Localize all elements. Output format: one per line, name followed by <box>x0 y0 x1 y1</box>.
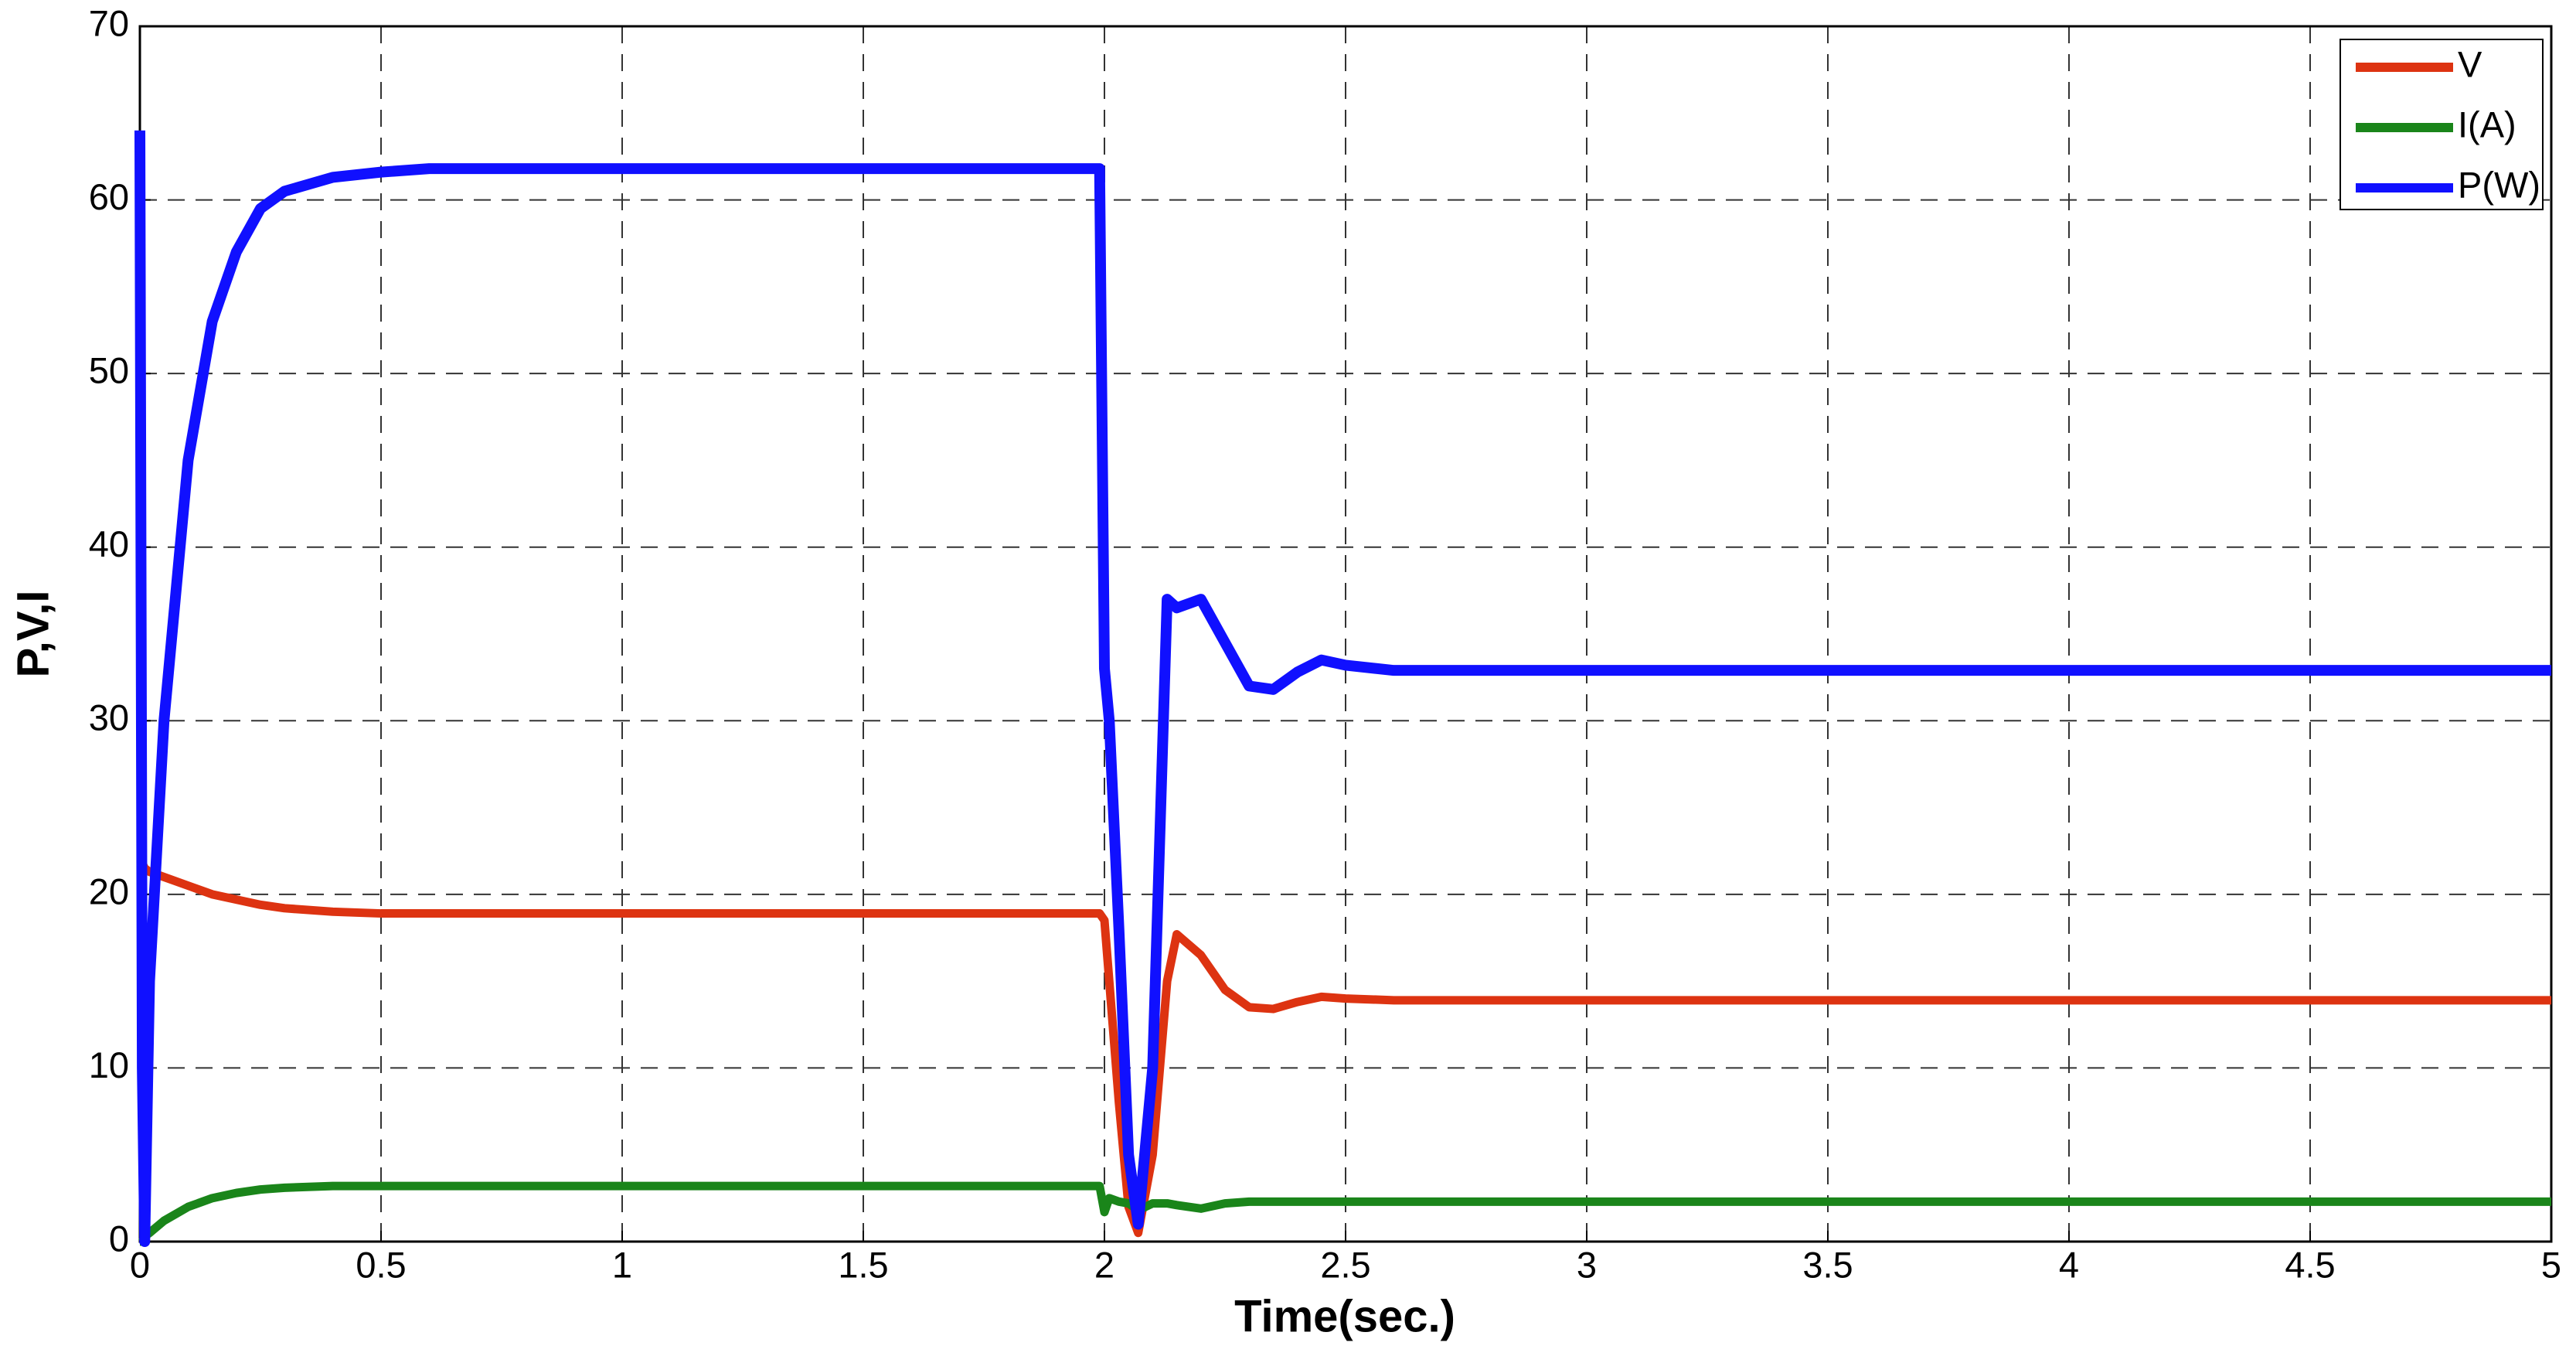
y-axis-title: P,V,I <box>8 591 58 678</box>
y-tick-label: 30 <box>89 697 129 738</box>
y-tick-label: 40 <box>89 523 129 564</box>
y-tick-label: 50 <box>89 350 129 391</box>
series-line <box>136 857 2551 1238</box>
y-tick-label: 20 <box>89 870 129 911</box>
series-line <box>138 1181 2551 1246</box>
x-tick-label: 1 <box>612 1244 632 1285</box>
x-tick-label: 1.5 <box>838 1244 888 1285</box>
x-tick-label: 3.5 <box>1802 1244 1853 1285</box>
x-tick-label: 4 <box>2059 1244 2079 1285</box>
x-tick-label: 3 <box>1577 1244 1597 1285</box>
x-tick-label: 2 <box>1094 1244 1114 1285</box>
y-tick-label: 70 <box>89 2 129 43</box>
x-axis-title: Time(sec.) <box>1234 1291 1455 1341</box>
y-tick-label: 60 <box>89 176 129 217</box>
x-tick-label: 0.5 <box>356 1244 406 1285</box>
y-tick-label: 10 <box>89 1044 129 1085</box>
series-line <box>134 130 2551 1247</box>
legend-label: I(A) <box>2458 104 2516 145</box>
legend-label: V <box>2458 43 2482 84</box>
x-tick-label: 0 <box>130 1244 150 1285</box>
legend-label: P(W) <box>2458 164 2540 205</box>
y-tick-label: 0 <box>109 1218 129 1259</box>
x-tick-label: 4.5 <box>2285 1244 2335 1285</box>
x-tick-label: 2.5 <box>1320 1244 1370 1285</box>
x-tick-label: 5 <box>2541 1244 2561 1285</box>
